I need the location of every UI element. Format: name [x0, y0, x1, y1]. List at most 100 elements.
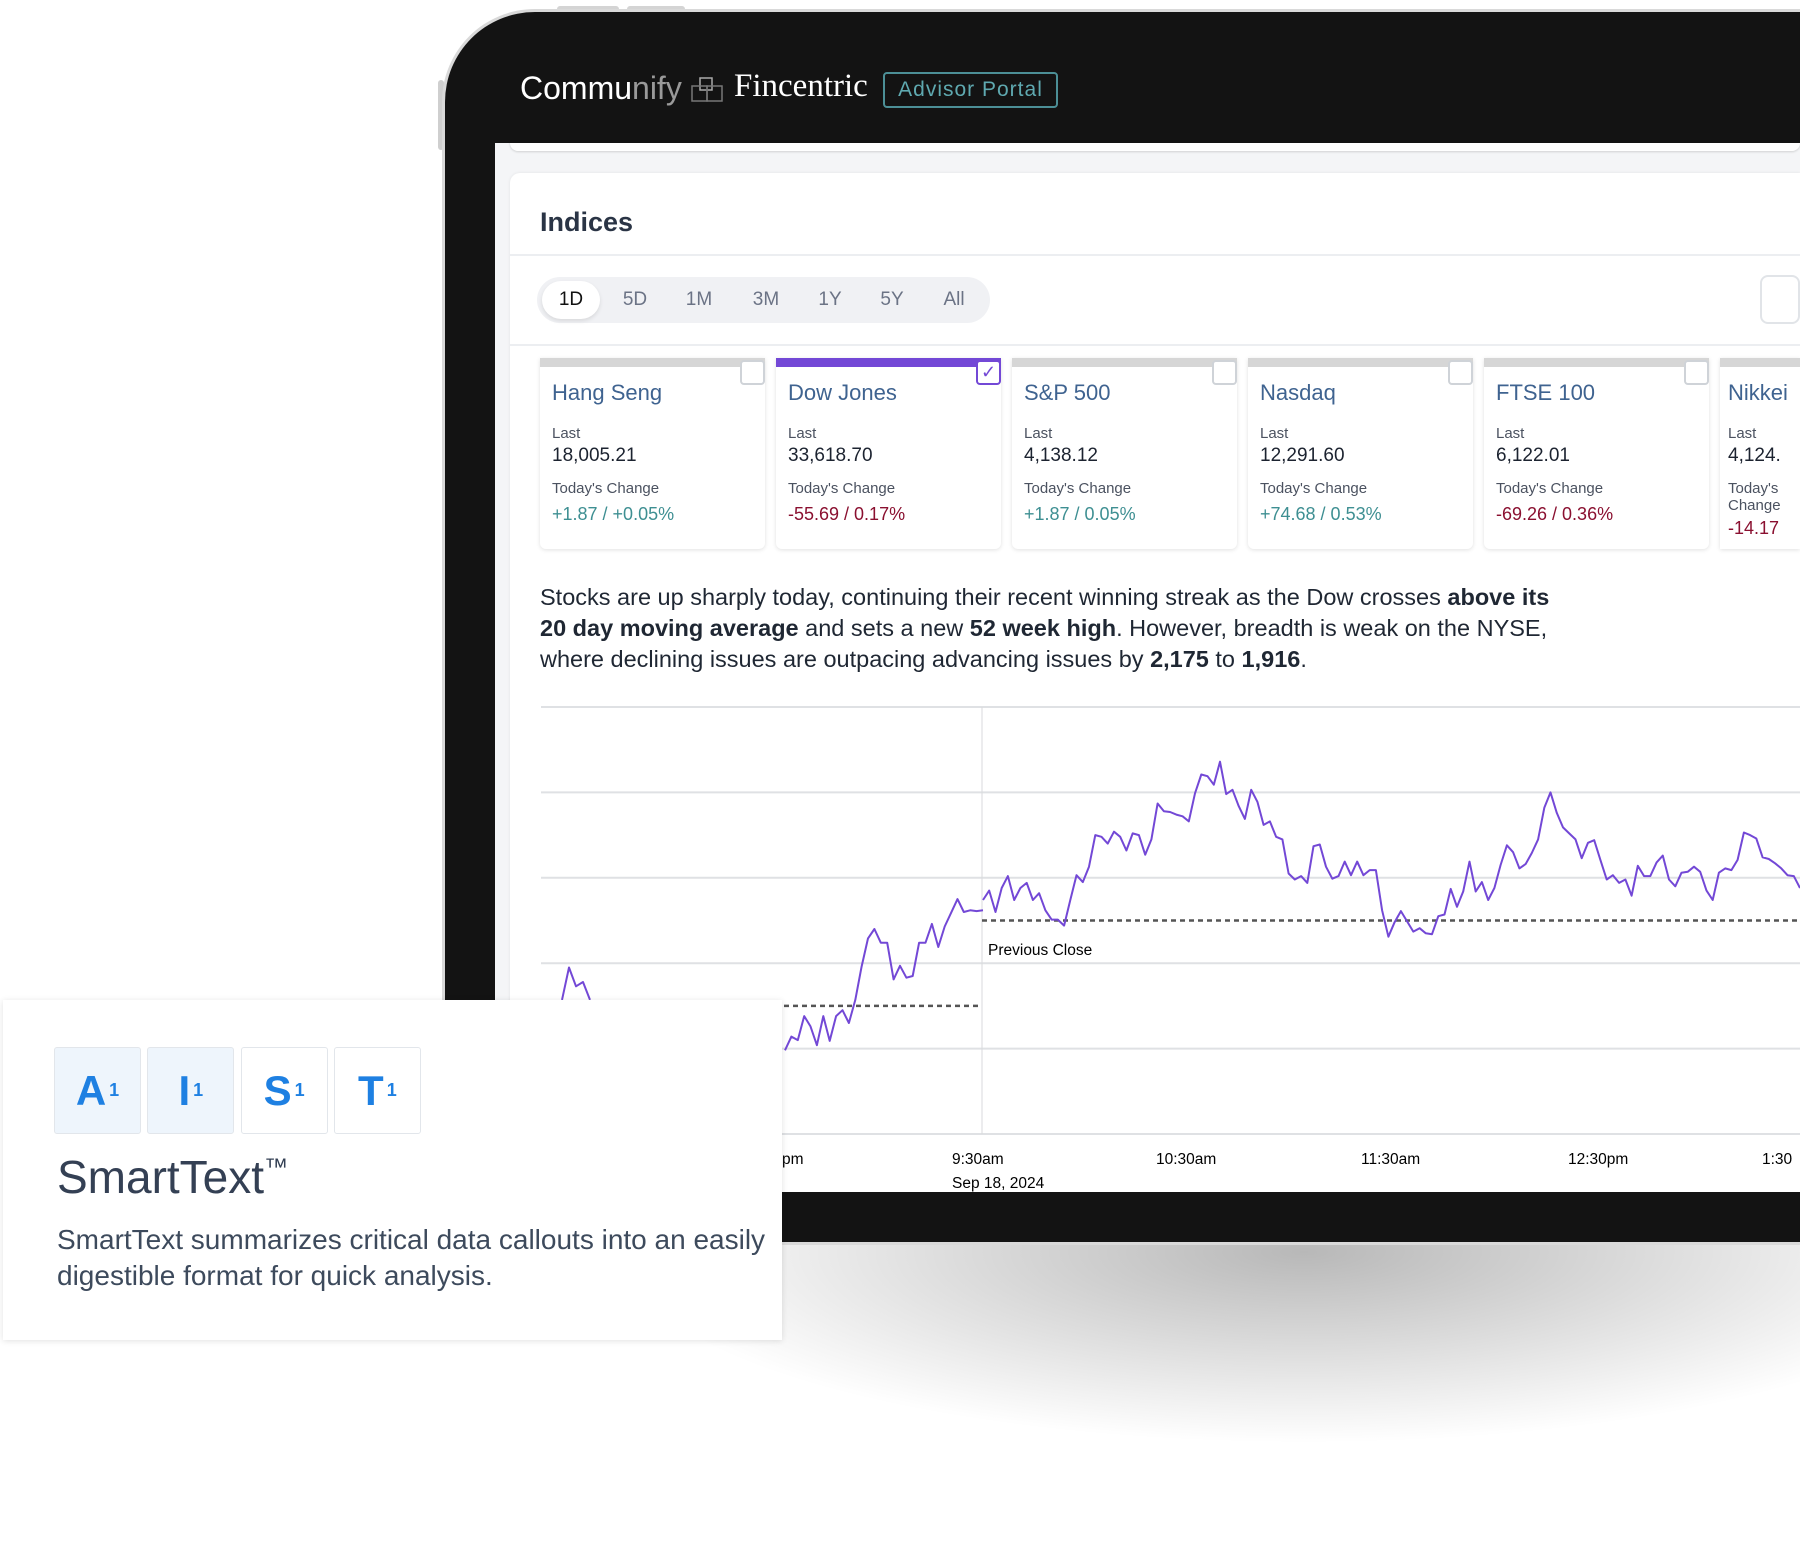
last-value: 6,122.01 — [1496, 445, 1570, 466]
dropdown-button[interactable] — [1760, 275, 1800, 324]
divider — [510, 344, 1800, 346]
tab-1y[interactable]: 1Y — [818, 289, 842, 310]
device-button — [557, 6, 619, 12]
previous-close-label: Previous Close — [988, 942, 1092, 959]
price-line-prior-end — [784, 898, 984, 1051]
summary-text: to — [1208, 646, 1242, 672]
index-card[interactable]: Nikkei Last 4,124. Today's Change -14.17 — [1720, 358, 1800, 549]
card-color-bar — [1720, 358, 1800, 367]
x-tick-label: 12:30pm — [1568, 1151, 1628, 1168]
last-value: 18,005.21 — [552, 445, 637, 466]
change-label: Today's Change — [1024, 480, 1132, 497]
card-color-bar — [1012, 358, 1237, 367]
index-name: Nikkei — [1728, 380, 1788, 405]
index-name: Dow Jones — [788, 380, 897, 405]
x-tick-label: 9:30am — [952, 1151, 1004, 1168]
tile-score: 1 — [294, 1080, 305, 1100]
price-line-prior-start — [561, 966, 591, 1001]
tile-score: 1 — [386, 1080, 397, 1100]
tile-letter: T — [358, 1066, 384, 1114]
summary-text: and sets a new — [798, 615, 970, 641]
tile-letter: I — [178, 1066, 191, 1114]
card-checkbox[interactable] — [740, 360, 765, 385]
device-button — [627, 6, 685, 12]
tile-score: 1 — [109, 1080, 120, 1100]
change-value: +1.87 / +0.05% — [552, 504, 675, 524]
change-value: -14.17 — [1728, 518, 1780, 538]
smarttext-title: SmartText™ — [57, 1151, 289, 1203]
summary-text: . — [1300, 646, 1307, 672]
date-label: Sep 18, 2024 — [952, 1175, 1045, 1192]
change-value: -69.26 / 0.36% — [1496, 504, 1614, 524]
index-card[interactable]: Nasdaq Last 12,291.60 Today's Change +74.68 … — [1248, 358, 1473, 549]
index-name: Hang Seng — [552, 380, 663, 405]
last-value: 4,138.12 — [1024, 445, 1098, 466]
change-label: Today's Change — [552, 480, 660, 497]
card-checkbox[interactable] — [1684, 360, 1709, 385]
highlight-text: above its 20 day moving average — [540, 584, 1550, 641]
x-tick-label: 1:30 — [1762, 1151, 1793, 1168]
card-checkbox[interactable] — [1448, 360, 1473, 385]
logo-icon — [691, 77, 723, 102]
advisor-portal-badge[interactable]: Advisor Portal — [883, 72, 1058, 108]
index-card[interactable]: S&P 500 Last 4,138.12 Today's Change +1.87 /… — [1012, 358, 1237, 549]
divider — [510, 254, 1800, 256]
highlight-text: 52 week high — [969, 615, 1117, 641]
tile-score: 1 — [193, 1080, 204, 1100]
logo-fincentric: Fincentric — [734, 68, 868, 104]
last-label: Last — [552, 425, 581, 442]
tab-5d[interactable]: 5D — [622, 289, 648, 310]
last-label: Last — [1260, 425, 1289, 442]
device-button — [438, 80, 444, 150]
smarttext-summary: Stocks are up sharply today, continuing … — [540, 582, 1570, 675]
last-label: Last — [1496, 425, 1525, 442]
last-value: 33,618.70 — [788, 445, 873, 466]
summary-text: Stocks are up sharply today, continuing … — [540, 584, 1448, 610]
card-color-bar — [1248, 358, 1473, 367]
last-label: Last — [1024, 425, 1053, 442]
last-value: 4,124. — [1728, 445, 1781, 466]
highlight-text: 1,916 — [1241, 646, 1301, 672]
x-tick-label: 11:30am — [1361, 1151, 1420, 1168]
top-card-edge — [510, 143, 1800, 151]
change-label: Today's Change — [1260, 480, 1368, 497]
last-label: Last — [1728, 425, 1757, 442]
change-value: +1.87 / 0.05% — [1024, 504, 1136, 524]
summary-text: . However, breadth is weak on the NYSE, … — [540, 615, 1548, 672]
tab-5y[interactable]: 5Y — [880, 289, 904, 310]
change-value: +74.68 / 0.53% — [1260, 504, 1382, 524]
change-value: -55.69 / 0.17% — [788, 504, 906, 524]
index-card[interactable]: Hang Seng Last 18,005.21 Today's Change +1.8… — [540, 358, 765, 549]
highlight-text: 2,175 — [1150, 646, 1209, 672]
tab-all[interactable]: All — [943, 289, 965, 310]
x-tick-label: 10:30am — [1156, 1151, 1216, 1168]
index-card[interactable]: FTSE 100 Last 6,122.01 Today's Change -69.26… — [1484, 358, 1709, 549]
tab-1d[interactable]: 1D — [542, 281, 600, 319]
card-color-bar — [540, 358, 765, 367]
change-label: Today's Change — [1496, 480, 1604, 497]
card-checkbox[interactable]: ✓ — [976, 360, 1001, 385]
index-card[interactable]: ✓ Dow Jones Last 33,618.70 Today's Change -55… — [776, 358, 1001, 549]
index-name: S&P 500 — [1024, 380, 1111, 405]
tab-3m[interactable]: 3M — [752, 289, 780, 310]
last-label: Last — [788, 425, 817, 442]
x-tick-label: pm — [782, 1151, 804, 1168]
smarttext-description: SmartText summarizes critical data callo… — [57, 1224, 766, 1291]
logo-communify: Communify — [520, 70, 682, 106]
price-line-session — [982, 760, 1800, 938]
card-color-bar — [776, 358, 1001, 367]
change-label: Today's Change — [1728, 480, 1781, 514]
panel-title: Indices — [540, 207, 634, 237]
card-checkbox[interactable] — [1212, 360, 1237, 385]
tab-1m[interactable]: 1M — [685, 289, 713, 310]
index-name: FTSE 100 — [1496, 380, 1596, 405]
last-value: 12,291.60 — [1260, 445, 1345, 466]
tile-letter: A — [75, 1066, 107, 1114]
index-name: Nasdaq — [1260, 380, 1336, 405]
tile-letter: S — [263, 1066, 292, 1114]
